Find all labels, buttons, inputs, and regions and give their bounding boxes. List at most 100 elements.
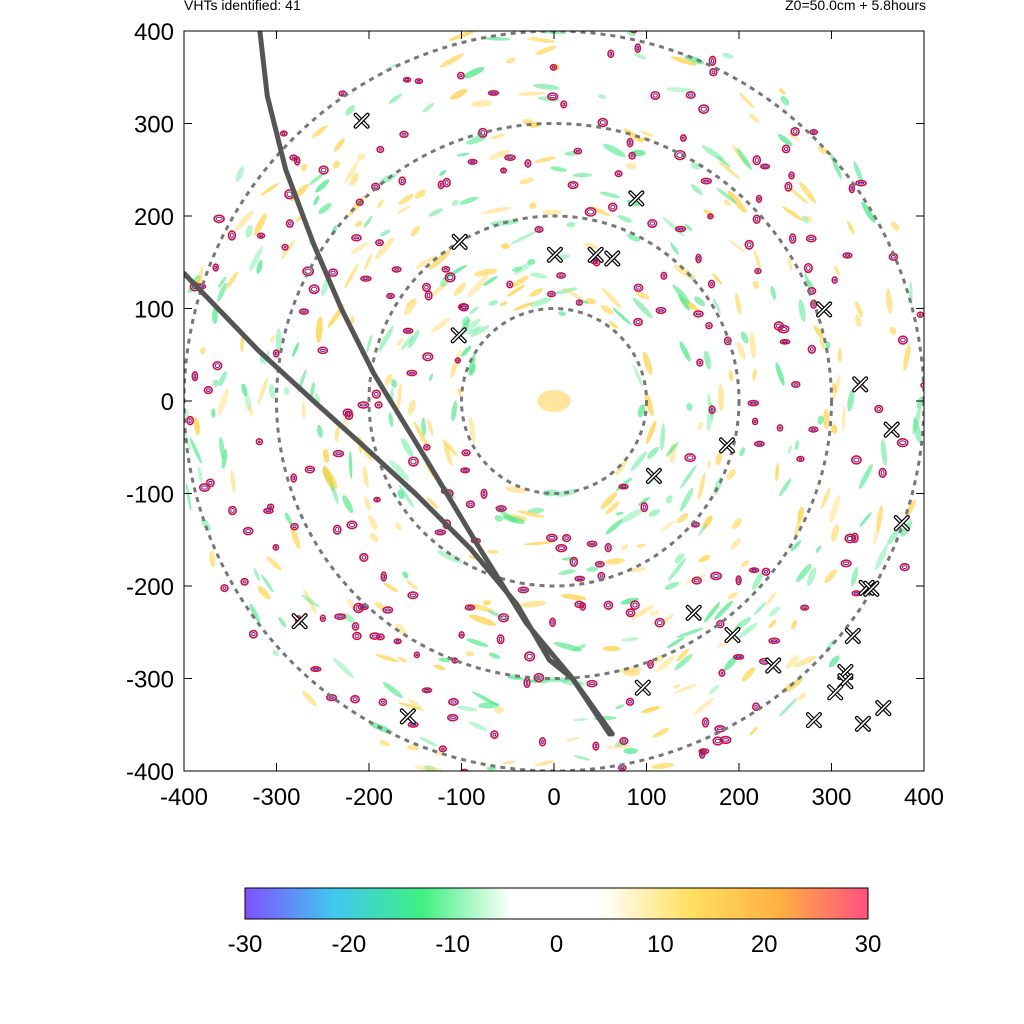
vorticity-contour <box>298 308 310 315</box>
warm-anomaly <box>724 199 731 206</box>
cool-anomaly <box>627 233 641 242</box>
warm-anomaly <box>715 452 722 465</box>
colorbar: -30 -20 -10 0 10 20 30 <box>228 887 881 958</box>
cool-anomaly <box>463 67 485 79</box>
warm-anomaly <box>752 280 760 289</box>
vht-marker <box>883 421 900 438</box>
warm-anomaly <box>728 239 746 253</box>
cool-anomaly <box>235 166 245 183</box>
warm-anomaly <box>406 580 418 590</box>
warm-anomaly <box>644 391 654 417</box>
vorticity-contour <box>754 440 765 448</box>
vorticity-contour <box>413 651 421 659</box>
warm-anomaly <box>428 249 451 270</box>
cool-anomaly <box>801 215 809 224</box>
cool-anomaly <box>619 508 644 524</box>
vorticity-contour <box>504 154 516 161</box>
cool-anomaly <box>422 102 435 113</box>
vorticity-contour <box>655 306 667 315</box>
cool-anomaly <box>301 594 320 608</box>
vorticity-contour <box>186 415 195 426</box>
vorticity-contour <box>633 283 644 293</box>
time-level-label: Z0=50.0cm + 5.8hours <box>785 0 926 13</box>
warm-anomaly <box>712 273 723 285</box>
vorticity-contour <box>744 239 754 250</box>
warm-anomaly <box>781 206 804 221</box>
warm-anomaly <box>673 683 698 694</box>
vorticity-contour <box>752 214 761 224</box>
warm-anomaly <box>527 36 537 41</box>
cool-anomaly <box>437 550 463 563</box>
vorticity-contour <box>629 31 638 34</box>
vorticity-contour <box>660 271 668 280</box>
cool-anomaly <box>527 258 536 265</box>
warm-anomaly <box>885 288 893 314</box>
cool-anomaly <box>703 601 721 623</box>
cool-anomaly <box>401 335 413 350</box>
cool-anomaly <box>456 705 478 712</box>
cool-anomaly <box>714 600 733 621</box>
cool-anomaly <box>752 571 764 591</box>
vht-marker <box>863 580 880 597</box>
storm-tracks <box>184 31 615 737</box>
warm-anomaly <box>673 684 681 689</box>
vorticity-contour <box>480 488 488 499</box>
warm-anomaly <box>383 582 399 592</box>
cool-anomaly <box>599 191 621 199</box>
cool-anomaly <box>461 316 470 326</box>
cool-anomaly <box>402 571 409 579</box>
vorticity-contour <box>674 225 687 233</box>
cool-anomaly <box>815 545 822 554</box>
vorticity-contour <box>732 653 745 660</box>
vorticity-contour <box>708 55 717 66</box>
cool-anomaly <box>185 482 192 512</box>
warm-anomaly <box>749 332 756 359</box>
warm-anomaly <box>727 592 738 600</box>
vorticity-contour <box>709 68 718 77</box>
vorticity-contour <box>290 522 299 531</box>
range-ring <box>367 214 741 588</box>
cool-anomaly <box>690 184 703 195</box>
vht-marker <box>604 250 621 267</box>
vorticity-contour <box>438 745 447 753</box>
warm-anomaly <box>398 702 422 710</box>
warm-anomaly <box>290 525 301 549</box>
cool-anomaly <box>378 326 394 352</box>
warm-anomaly <box>726 468 736 480</box>
warm-anomaly <box>824 569 837 584</box>
warm-anomaly <box>659 520 676 532</box>
warm-anomaly <box>350 242 368 255</box>
vorticity-contour <box>242 526 254 536</box>
cool-anomaly <box>428 373 434 382</box>
cool-anomaly <box>366 334 373 353</box>
warm-anomaly <box>831 424 838 434</box>
vorticity-contour <box>357 401 370 409</box>
vorticity-contour <box>407 591 419 600</box>
vorticity-contour <box>710 571 722 581</box>
vorticity-contour <box>574 575 586 582</box>
cool-anomaly <box>212 379 220 387</box>
cool-anomaly <box>469 306 479 315</box>
warm-anomaly <box>717 383 725 412</box>
vorticity-contour <box>382 606 394 614</box>
vht-marker <box>854 715 871 732</box>
cool-anomaly <box>779 478 792 497</box>
warm-anomaly <box>502 760 516 765</box>
vorticity-contour <box>647 219 658 228</box>
cool-anomaly <box>698 523 708 536</box>
warm-anomaly <box>534 156 557 163</box>
colorbar-tick-label: -10 <box>435 931 470 958</box>
warm-anomaly <box>467 275 489 298</box>
warm-anomaly <box>357 153 366 161</box>
warm-anomaly <box>788 187 808 204</box>
vorticity-contour <box>707 213 714 220</box>
vorticity-contour <box>402 327 414 334</box>
cool-anomaly <box>679 487 694 512</box>
cool-anomaly <box>488 300 499 306</box>
cool-anomaly <box>466 134 488 145</box>
vorticity-contour <box>574 600 584 609</box>
vorticity-contour <box>422 443 431 451</box>
vorticity-contour <box>373 496 381 503</box>
cool-anomaly <box>388 412 394 427</box>
cool-anomaly <box>256 260 263 274</box>
